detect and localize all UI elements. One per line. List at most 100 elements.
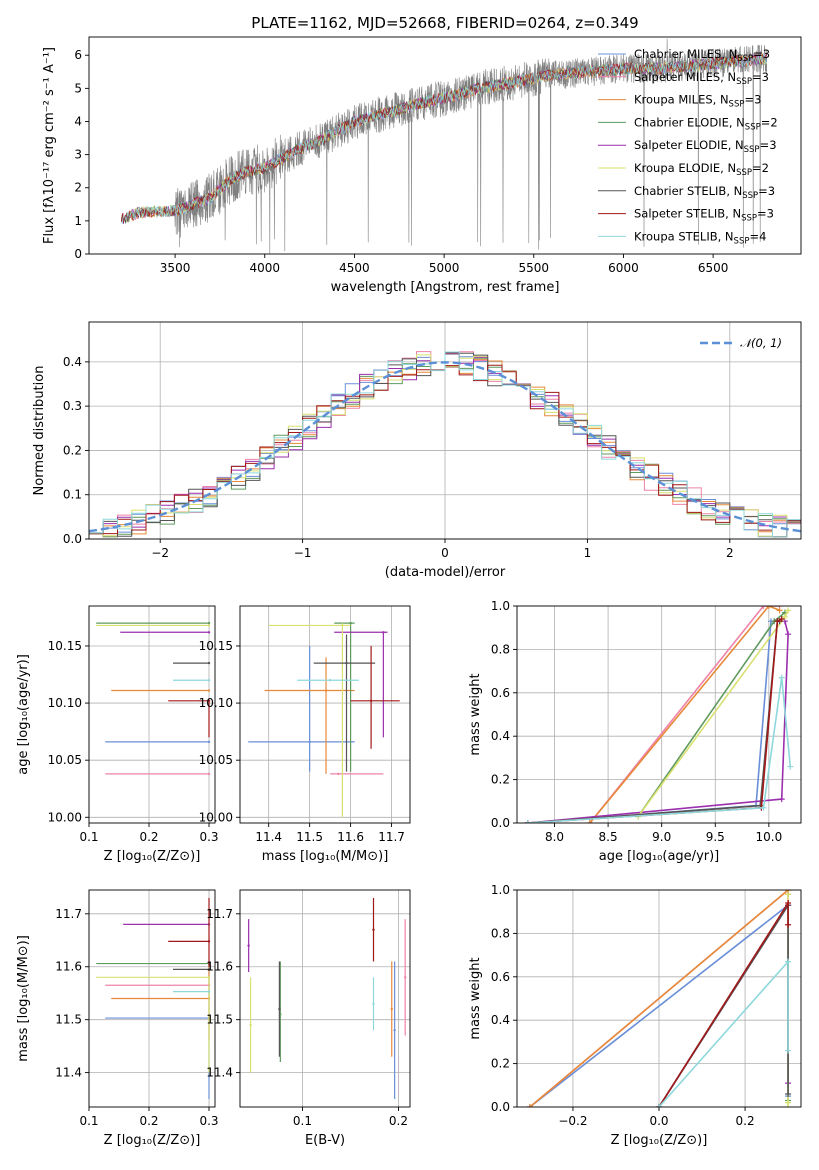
weight-marker [526, 1104, 533, 1107]
errorbar-point [105, 772, 211, 776]
y-tick-label: 10.00 [199, 810, 233, 824]
errorbar-point [350, 645, 400, 749]
y-tick-label: 0.3 [63, 399, 82, 413]
y-tick-label: 10.15 [48, 639, 82, 653]
errorbar-point [249, 977, 252, 1073]
weight-series [527, 677, 792, 823]
x-tick-label: 6000 [608, 261, 639, 275]
y-tick-label: 1.0 [491, 883, 510, 897]
y-tick-label: 0.4 [491, 1013, 510, 1027]
x-tick-label: 0.1 [79, 830, 98, 844]
weight-marker [774, 618, 781, 625]
y-tick-label: 10.05 [48, 753, 82, 767]
x-tick-label: 0.1 [293, 1114, 312, 1128]
spectrum-legend: Chabrier MILES, NSSP=3 Salpeter MILES, NS… [598, 47, 778, 246]
weight-marker [787, 763, 794, 770]
x-tick-label: 0.2 [389, 1114, 408, 1128]
x-axis-label: age [log₁₀(age/yr)] [599, 849, 720, 864]
errorbar-point [393, 961, 396, 1100]
axes-frame [516, 605, 802, 824]
errorbar-point [247, 919, 250, 973]
legend-entry: Chabrier MILES, NSSP=3 [634, 47, 770, 64]
x-tick-label: 0.1 [79, 1114, 98, 1128]
axes-frame [88, 605, 216, 824]
weight-series [527, 620, 780, 823]
legend-entry: 𝒩(0, 1) [740, 336, 782, 350]
weight-marker [785, 958, 792, 965]
y-tick-label: 4 [74, 114, 82, 128]
errorbar-point [105, 961, 211, 1100]
x-tick-label: 8.0 [545, 830, 564, 844]
legend-entry: Salpeter STELIB, NSSP=3 [634, 207, 774, 224]
y-tick-label: 0.4 [491, 729, 510, 743]
x-axis-label: Z [log₁₀(Z/Z⊙)] [104, 849, 201, 864]
y-tick-label: 0.0 [491, 1100, 510, 1114]
plot-area [120, 38, 768, 254]
legend-entry: Chabrier STELIB, NSSP=3 [634, 184, 775, 201]
plot-area [96, 897, 211, 1100]
plot-area [526, 890, 792, 1107]
y-axis-label: mass weight [468, 957, 483, 1039]
weight-marker [785, 891, 792, 898]
y-tick-label: 11.7 [55, 907, 82, 921]
axes-spectrum: 3500 4000 4500 5000 5500 6000 6500 0 1 2 3 4 5 6 wavel… [42, 36, 802, 295]
x-tick-label: 2 [726, 546, 734, 560]
axes-frame [239, 889, 411, 1108]
x-tick-label: 5500 [519, 261, 550, 275]
errorbar-point [96, 624, 211, 627]
x-tick-label: 9.0 [652, 830, 671, 844]
axes-age-vs-mass: 11.4 11.5 11.6 11.7 10.00 10.05 10.10 10.15 mass… [199, 605, 411, 864]
legend-entry: Kroupa ELODIE, NSSP=2 [634, 161, 769, 178]
x-tick-label: 6500 [698, 261, 729, 275]
y-tick-label: 10.10 [48, 696, 82, 710]
legend-entry: Salpeter MILES, NSSP=3 [634, 70, 769, 87]
y-tick-label: 0.6 [491, 686, 510, 700]
figure-title: PLATE=1162, MJD=52668, FIBERID=0264, z=0… [251, 14, 638, 32]
spectrum-data-line [121, 38, 768, 254]
y-tick-label: 6 [74, 48, 82, 62]
weight-marker [760, 804, 767, 811]
y-tick-label: 10.00 [48, 810, 82, 824]
legend-entry: Kroupa STELIB, NSSP=4 [634, 229, 766, 246]
axes-weight-vs-age: 8.0 8.5 9.0 9.5 10.0 0.0 0.2 0.4 0.6 0.8 1.0 age [l… [468, 599, 802, 864]
axes-residuals: −2 −1 0 1 2 0.0 0.1 0.2 0.3 0.4 (data-model)/error… [32, 321, 802, 580]
y-tick-label: 11.5 [206, 1013, 233, 1027]
x-axis-label: E(B-V) [305, 1133, 345, 1148]
x-tick-label: 3500 [160, 261, 191, 275]
errorbar-point [173, 679, 211, 682]
weight-marker [785, 607, 792, 614]
errorbar-point [313, 634, 376, 772]
x-tick-label: 4000 [249, 261, 280, 275]
x-tick-label: 11.7 [378, 830, 405, 844]
errorbar-point [248, 645, 355, 772]
errorbar-point [111, 689, 211, 692]
x-axis-label: wavelength [Angstrom, rest frame] [331, 280, 560, 295]
weight-marker [760, 606, 767, 609]
errorbar-point [268, 623, 351, 818]
weight-series [589, 606, 780, 823]
weight-marker [785, 1047, 792, 1054]
plot-area [248, 621, 400, 818]
errorbar-point [168, 897, 211, 967]
plot-area [96, 621, 211, 776]
x-axis-label: Z [log₁₀(Z/Z⊙)] [611, 1133, 708, 1148]
y-tick-label: 0.6 [491, 970, 510, 984]
axes-frame [239, 605, 411, 824]
x-tick-label: 10.0 [755, 830, 782, 844]
y-tick-label: 0.0 [63, 532, 82, 546]
errorbar-point [96, 976, 211, 1073]
plot-area [89, 351, 801, 538]
weight-marker [778, 616, 785, 623]
x-tick-label: 11.5 [296, 830, 323, 844]
errorbar-point [330, 772, 384, 776]
legend-entry: Kroupa MILES, NSSP=3 [634, 93, 761, 110]
y-tick-label: 0 [74, 247, 82, 261]
weight-series [658, 959, 789, 1107]
plot-area [247, 897, 407, 1100]
axes-frame [88, 36, 802, 255]
y-axis-label: mass weight [468, 673, 483, 755]
y-tick-label: 1.0 [491, 599, 510, 613]
x-tick-label: 0.2 [139, 1114, 158, 1128]
y-tick-label: 11.4 [55, 1066, 82, 1080]
